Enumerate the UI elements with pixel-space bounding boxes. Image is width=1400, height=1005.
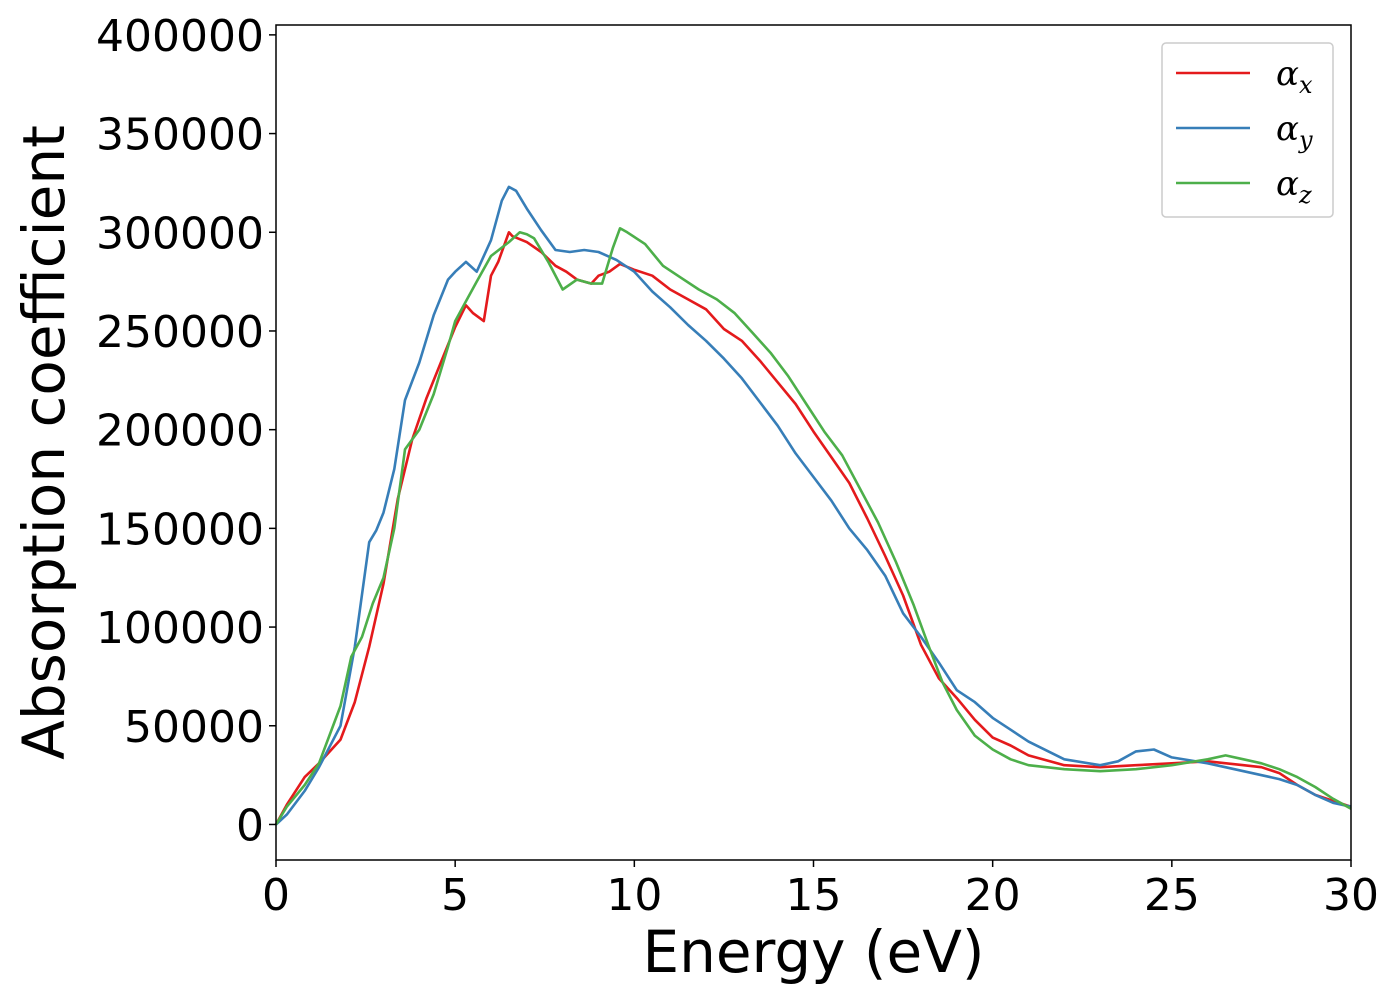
x-tick-label: 10 (606, 870, 662, 921)
y-tick-label: 100000 (96, 603, 264, 654)
x-tick-label: 5 (441, 870, 469, 921)
x-axis-label: Energy (eV) (642, 918, 984, 986)
x-tick-label: 30 (1323, 870, 1379, 921)
y-tick-label: 250000 (96, 307, 264, 358)
x-tick-label: 0 (262, 870, 290, 921)
y-tick-label: 0 (236, 800, 264, 851)
x-tick-label: 20 (965, 870, 1021, 921)
series-line-x (274, 231, 1352, 826)
y-tick-label: 200000 (96, 406, 264, 457)
series-line-y (275, 185, 1352, 826)
series-line-z (274, 227, 1352, 826)
x-axis-ticks: 0 5 10 15 20 25 30 (262, 860, 1379, 921)
x-tick-label: 15 (786, 870, 842, 921)
y-axis-label: Absorption coefficient (10, 125, 78, 760)
y-tick-label: 350000 (96, 110, 264, 161)
y-tick-label: 50000 (124, 702, 264, 753)
x-tick-label: 25 (1144, 870, 1200, 921)
y-tick-label: 300000 (96, 208, 264, 259)
y-axis-ticks: 0 50000 100000 150000 200000 250000 300000 3500… (96, 11, 276, 851)
y-tick-label: 400000 (96, 11, 264, 62)
series-layer (274, 185, 1352, 826)
legend-box (1161, 42, 1334, 218)
y-tick-label: 150000 (96, 504, 264, 555)
